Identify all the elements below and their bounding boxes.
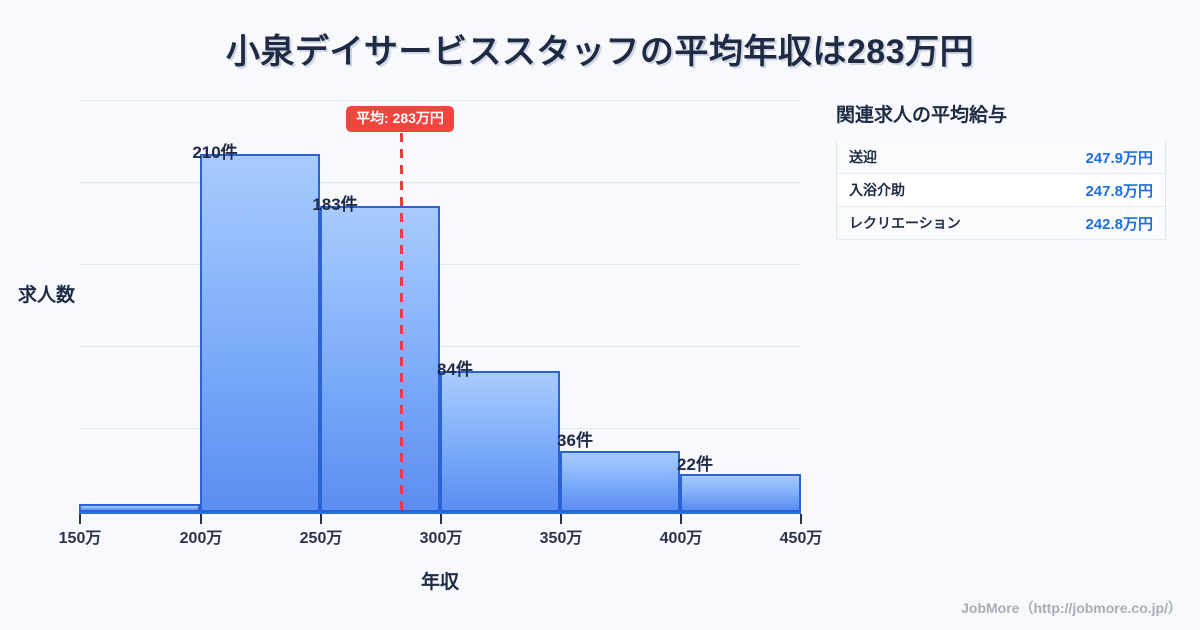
x-tick-label-200: 200万 bbox=[179, 530, 223, 547]
footer-watermark: JobMore（http://jobmore.co.jp/） bbox=[961, 600, 1182, 616]
x-axis-tick bbox=[560, 514, 562, 524]
row-label: 送迎 bbox=[849, 149, 877, 165]
row-label: レクリエーション bbox=[849, 215, 961, 231]
x-axis-title: 年収 bbox=[420, 572, 459, 593]
bar-400-450[interactable] bbox=[680, 474, 801, 512]
bar-250-300[interactable] bbox=[320, 206, 440, 512]
table-row[interactable]: 送迎 247.9万円 bbox=[837, 141, 1165, 174]
related-jobs-panel: 関連求人の平均給与 送迎 247.9万円 入浴介助 247.8万円 レクリエーシ… bbox=[836, 100, 1166, 240]
x-axis-line bbox=[79, 512, 801, 514]
x-tick-label-350: 350万 bbox=[539, 530, 583, 547]
gridline bbox=[79, 264, 801, 265]
average-dashed-line bbox=[400, 133, 403, 512]
table-row[interactable]: レクリエーション 242.8万円 bbox=[837, 207, 1165, 240]
gridline bbox=[79, 182, 801, 183]
row-label: 入浴介助 bbox=[849, 182, 905, 198]
bar-label-350-400: 36件 bbox=[557, 431, 593, 450]
gridline bbox=[79, 100, 801, 101]
bar-label-400-450: 22件 bbox=[677, 455, 713, 474]
row-value: 247.9万円 bbox=[1085, 149, 1153, 167]
x-tick-label-150: 150万 bbox=[58, 530, 102, 547]
x-axis-tick bbox=[79, 514, 81, 524]
row-value: 242.8万円 bbox=[1085, 215, 1153, 233]
x-axis-tick bbox=[320, 514, 322, 524]
x-tick-label-450: 450万 bbox=[779, 530, 823, 547]
bar-label-250-300: 183件 bbox=[312, 195, 358, 214]
row-value: 247.8万円 bbox=[1085, 182, 1153, 200]
x-tick-label-400: 400万 bbox=[659, 530, 703, 547]
x-axis-tick bbox=[440, 514, 442, 524]
bar-200-250[interactable] bbox=[200, 154, 320, 512]
x-axis-tick bbox=[680, 514, 682, 524]
histogram-chart: 210件 183件 84件 36件 22件 150万 200万 250万 300… bbox=[18, 96, 822, 593]
gridline bbox=[79, 346, 801, 347]
x-axis-tick bbox=[800, 514, 802, 524]
bar-label-200-250: 210件 bbox=[192, 143, 238, 162]
x-axis-tick bbox=[200, 514, 202, 524]
related-jobs-table: 送迎 247.9万円 入浴介助 247.8万円 レクリエーション 242.8万円 bbox=[836, 141, 1166, 240]
bar-150-200[interactable] bbox=[79, 504, 200, 512]
page-title: 小泉デイサービススタッフの平均年収は283万円 bbox=[225, 33, 975, 71]
y-axis-title: 求人数 bbox=[18, 285, 76, 306]
plot-area bbox=[79, 96, 801, 512]
related-jobs-title: 関連求人の平均給与 bbox=[836, 105, 1008, 126]
table-row[interactable]: 入浴介助 247.8万円 bbox=[837, 174, 1165, 207]
x-tick-label-250: 250万 bbox=[299, 530, 343, 547]
bar-label-300-350: 84件 bbox=[437, 360, 473, 379]
bar-350-400[interactable] bbox=[560, 451, 680, 512]
bar-300-350[interactable] bbox=[440, 371, 560, 512]
average-badge: 平均: 283万円 bbox=[346, 106, 454, 132]
x-tick-label-300: 300万 bbox=[419, 530, 463, 547]
